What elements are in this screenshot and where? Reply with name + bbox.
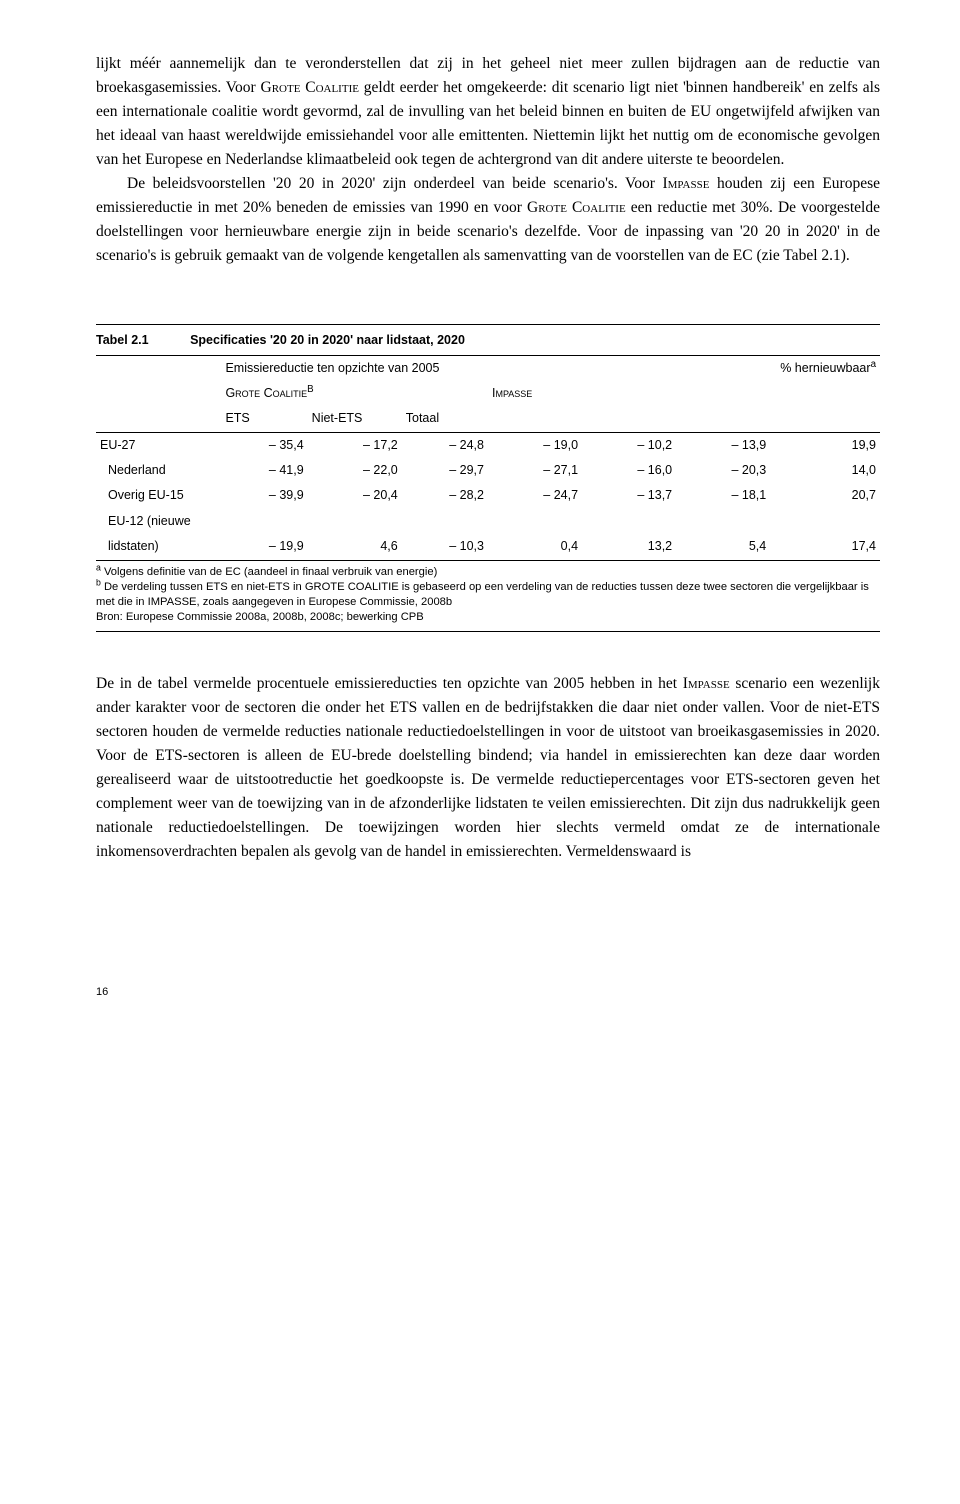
cell: 4,6: [308, 534, 402, 559]
scenario-name: Impasse: [662, 175, 709, 192]
table-row: Overig EU-15 – 39,9 – 20,4 – 28,2 – 24,7…: [96, 483, 880, 508]
footnote-ref: a: [871, 358, 876, 369]
cell: – 10,3: [402, 534, 488, 559]
body-paragraph-2: De beleidsvoorstellen '20 20 in 2020' zi…: [96, 172, 880, 268]
cell: – 20,4: [308, 483, 402, 508]
table-row: EU-12 (nieuwe: [96, 509, 880, 534]
cell: [582, 509, 676, 534]
cell: 0,4: [488, 534, 582, 559]
cell: – 27,1: [488, 458, 582, 483]
cell: – 19,0: [488, 432, 582, 458]
cell: 5,4: [676, 534, 770, 559]
cell: – 17,2: [308, 432, 402, 458]
body-paragraph-1: lijkt méér aannemelijk dan te veronderst…: [96, 52, 880, 172]
table-row: Nederland – 41,9 – 22,0 – 29,7 – 27,1 – …: [96, 458, 880, 483]
cell: 17,4: [770, 534, 880, 559]
row-label: EU-12 (nieuwe: [96, 509, 221, 534]
cell: – 28,2: [402, 483, 488, 508]
table-caption: Specificaties '20 20 in 2020' naar lidst…: [190, 333, 465, 347]
table-header-1: Emissiereductie ten opzichte van 2005 % …: [96, 355, 880, 381]
body-paragraph-3: De in de tabel vermelde procentuele emis…: [96, 672, 880, 864]
text: De verdeling tussen ETS en niet-ETS in G…: [96, 581, 869, 608]
cell: [402, 509, 488, 534]
cell: – 10,2: [582, 432, 676, 458]
cell: 20,7: [770, 483, 880, 508]
cell: – 13,7: [582, 483, 676, 508]
cell: – 39,9: [221, 483, 307, 508]
col-group-left: Grote CoalitieB: [221, 381, 488, 406]
cell: [770, 509, 880, 534]
table-label: Tabel 2.1: [96, 333, 149, 347]
header-right: % hernieuwbaara: [770, 355, 880, 381]
cell: – 41,9: [221, 458, 307, 483]
cell: – 20,3: [676, 458, 770, 483]
cell: – 35,4: [221, 432, 307, 458]
table-footnotes: a Volgens definitie van de EC (aandeel i…: [96, 560, 880, 632]
table-header-2: Grote CoalitieB Impasse: [96, 381, 880, 406]
text: Volgens definitie van de EC (aandeel in …: [101, 566, 437, 578]
scenario-name: Impasse: [683, 675, 730, 692]
footnote-ref: B: [307, 384, 314, 395]
cell: – 19,9: [221, 534, 307, 559]
text: scenario een wezenlijk ander karakter vo…: [96, 675, 880, 860]
cell: – 22,0: [308, 458, 402, 483]
table-row: EU-27 – 35,4 – 17,2 – 24,8 – 19,0 – 10,2…: [96, 432, 880, 458]
footnote-b: b De verdeling tussen ETS en niet-ETS in…: [96, 580, 880, 610]
cell: [221, 509, 307, 534]
row-label: lidstaten): [96, 534, 221, 559]
cell: – 16,0: [582, 458, 676, 483]
cell: – 24,8: [402, 432, 488, 458]
table-header-3: ETS Niet-ETS Totaal: [96, 406, 880, 432]
cell: [488, 509, 582, 534]
text: Impasse: [492, 386, 532, 400]
scenario-name: Grote Coalitie: [527, 199, 626, 216]
table-title-row: Tabel 2.1 Specificaties '20 20 in 2020' …: [96, 324, 880, 354]
cell: 13,2: [582, 534, 676, 559]
table-grid: Emissiereductie ten opzichte van 2005 % …: [96, 355, 880, 560]
cell: 19,9: [770, 432, 880, 458]
page-number: 16: [96, 984, 880, 1001]
cell: – 18,1: [676, 483, 770, 508]
cell: 14,0: [770, 458, 880, 483]
text: De beleidsvoorstellen '20 20 in 2020' zi…: [127, 175, 662, 192]
footnote-source: Bron: Europese Commissie 2008a, 2008b, 2…: [96, 610, 880, 625]
cell: – 13,9: [676, 432, 770, 458]
table-row: lidstaten) – 19,9 4,6 – 10,3 0,4 13,2 5,…: [96, 534, 880, 559]
table-2-1: Tabel 2.1 Specificaties '20 20 in 2020' …: [96, 324, 880, 632]
text: Grote Coalitie: [225, 386, 307, 400]
row-label: Overig EU-15: [96, 483, 221, 508]
cell: – 29,7: [402, 458, 488, 483]
subcol: ETS: [221, 406, 307, 432]
cell: – 24,7: [488, 483, 582, 508]
subcol: Niet-ETS: [308, 406, 402, 432]
cell: [676, 509, 770, 534]
subcol: Totaal: [402, 406, 488, 432]
footnote-a: a Volgens definitie van de EC (aandeel i…: [96, 565, 880, 580]
scenario-name: Grote Coalitie: [261, 79, 359, 96]
row-label: EU-27: [96, 432, 221, 458]
text: % hernieuwbaar: [780, 361, 870, 375]
text: De in de tabel vermelde procentuele emis…: [96, 675, 683, 692]
col-group-right: Impasse: [488, 381, 770, 406]
row-label: Nederland: [96, 458, 221, 483]
cell: [308, 509, 402, 534]
header-left: Emissiereductie ten opzichte van 2005: [221, 355, 770, 381]
